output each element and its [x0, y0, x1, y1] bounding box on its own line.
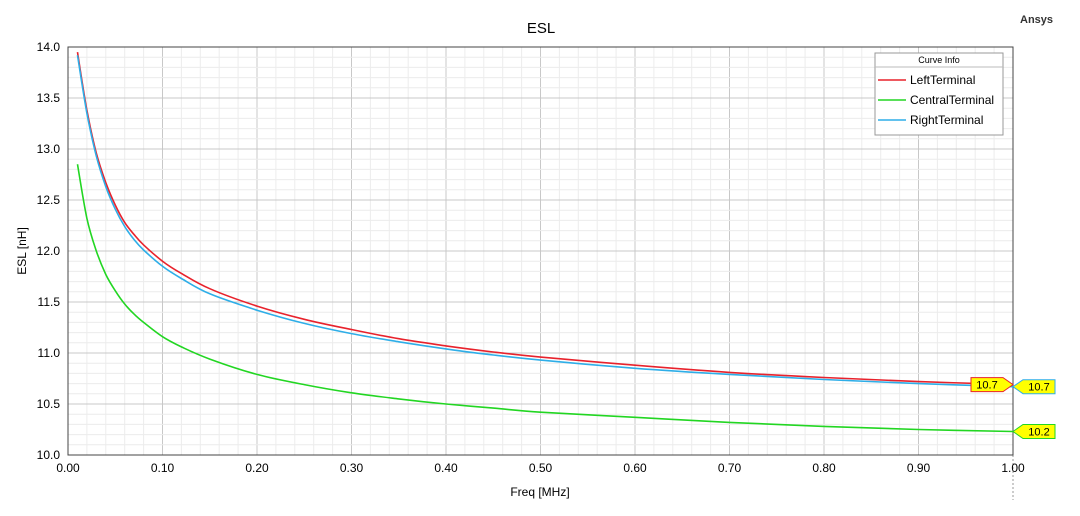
- legend[interactable]: Curve Info LeftTerminal CentralTerminal Ri…: [874, 52, 1004, 136]
- y-tick-label: 14.0: [37, 40, 61, 54]
- x-tick-label: 0.10: [151, 461, 175, 475]
- legend-title: Curve Info: [918, 55, 960, 65]
- plot-frame: [67, 46, 1014, 456]
- legend-items: LeftTerminal CentralTerminal RightTerminal: [878, 73, 994, 127]
- value-marker-label: 10.2: [1028, 427, 1049, 439]
- value-marker-flag[interactable]: [1012, 379, 1056, 395]
- x-tick-label: 0.40: [434, 461, 458, 475]
- x-axis-title: Freq [MHz]: [510, 485, 569, 499]
- x-tick-label: 0.80: [812, 461, 836, 475]
- value-marker-flag[interactable]: [970, 377, 1014, 393]
- series-layer: [76, 51, 1014, 433]
- chart-title: ESL: [527, 20, 555, 37]
- x-tick-label: 0.70: [718, 461, 742, 475]
- y-tick-labels: 10.0 10.5 11.0 11.5 12.0 12.5 13.0 13.5 14.0: [37, 40, 61, 462]
- y-tick-label: 13.0: [37, 142, 61, 156]
- legend-label-leftterminal: LeftTerminal: [910, 73, 975, 87]
- x-tick-label: 0.50: [529, 461, 553, 475]
- legend-label-rightterminal: RightTerminal: [910, 113, 983, 127]
- ansys-brand: Ansys: [1020, 14, 1053, 26]
- x-tick-label: 1.00: [1001, 461, 1025, 475]
- y-tick-label: 11.0: [38, 346, 61, 360]
- value-marker-flag[interactable]: [1012, 424, 1056, 439]
- value-marker-label: 10.7: [1028, 382, 1049, 394]
- y-tick-label: 10.5: [37, 397, 61, 411]
- y-tick-label: 12.5: [37, 193, 61, 207]
- legend-label-centralterminal: CentralTerminal: [910, 93, 994, 107]
- x-tick-label: 0.30: [340, 461, 364, 475]
- grid: [67, 46, 1014, 500]
- y-tick-label: 10.0: [37, 448, 61, 462]
- x-tick-label: 0.00: [56, 461, 80, 475]
- y-axis-title: ESL [nH]: [15, 227, 29, 275]
- value-marker-label: 10.7: [976, 380, 997, 392]
- x-tick-labels: 0.00 0.10 0.20 0.30 0.40 0.50 0.60 0.70 0.80 0.90…: [56, 461, 1025, 475]
- series-line-leftterminal: [76, 51, 1014, 386]
- x-tick-label: 0.90: [907, 461, 931, 475]
- series-line-centralterminal: [76, 164, 1014, 433]
- markers-layer: 10.7 10.7 10.2: [970, 377, 1056, 439]
- y-tick-label: 12.0: [37, 244, 61, 258]
- x-tick-label: 0.20: [245, 461, 269, 475]
- y-tick-label: 11.5: [38, 295, 61, 309]
- series-line-rightterminal: [76, 55, 1014, 388]
- y-tick-label: 13.5: [37, 91, 61, 105]
- x-tick-label: 0.60: [623, 461, 647, 475]
